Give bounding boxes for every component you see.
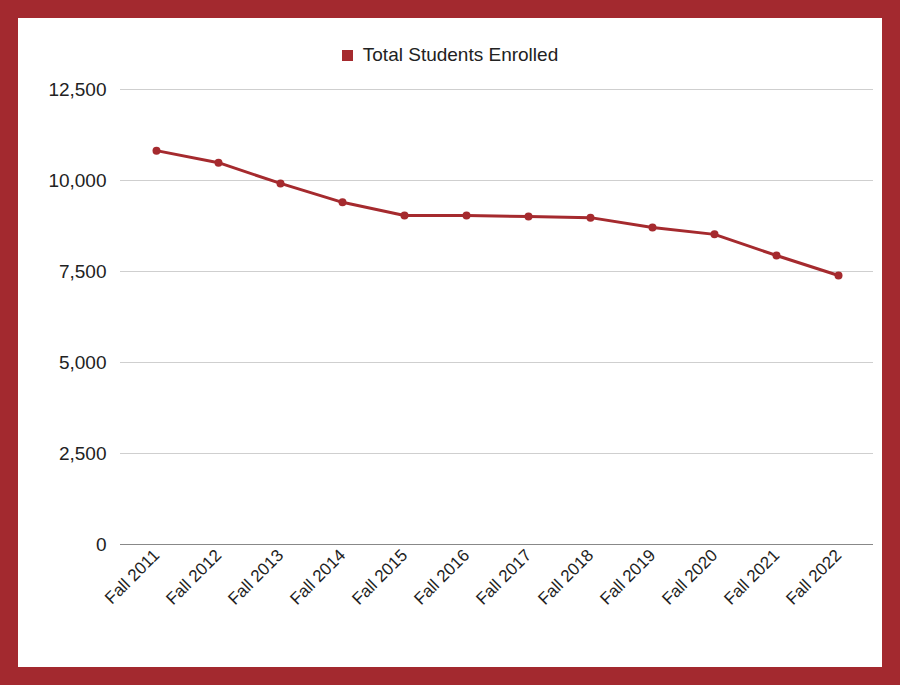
svg-text:Fall 2015: Fall 2015	[348, 546, 411, 609]
svg-text:2,500: 2,500	[59, 443, 107, 464]
svg-text:Fall 2013: Fall 2013	[224, 546, 287, 609]
svg-text:Fall 2016: Fall 2016	[410, 546, 473, 609]
svg-text:Fall 2020: Fall 2020	[658, 546, 721, 609]
svg-text:Fall 2017: Fall 2017	[472, 546, 535, 609]
svg-text:0: 0	[96, 534, 107, 555]
svg-text:Fall 2018: Fall 2018	[534, 546, 597, 609]
svg-text:12,500: 12,500	[48, 79, 106, 100]
svg-text:10,000: 10,000	[48, 170, 106, 191]
svg-text:5,000: 5,000	[59, 352, 107, 373]
svg-text:Fall 2019: Fall 2019	[596, 546, 659, 609]
svg-text:Fall 2011: Fall 2011	[101, 546, 163, 608]
svg-text:Fall 2014: Fall 2014	[286, 546, 349, 609]
svg-text:Fall 2022: Fall 2022	[782, 546, 845, 609]
html-text:Total Students Enrolled: Total Students Enrolled	[362, 44, 559, 65]
svg-text:Fall 2021: Fall 2021	[720, 546, 783, 609]
svg-text:Fall 2012: Fall 2012	[162, 546, 225, 609]
svg-text:7,500: 7,500	[59, 261, 107, 282]
